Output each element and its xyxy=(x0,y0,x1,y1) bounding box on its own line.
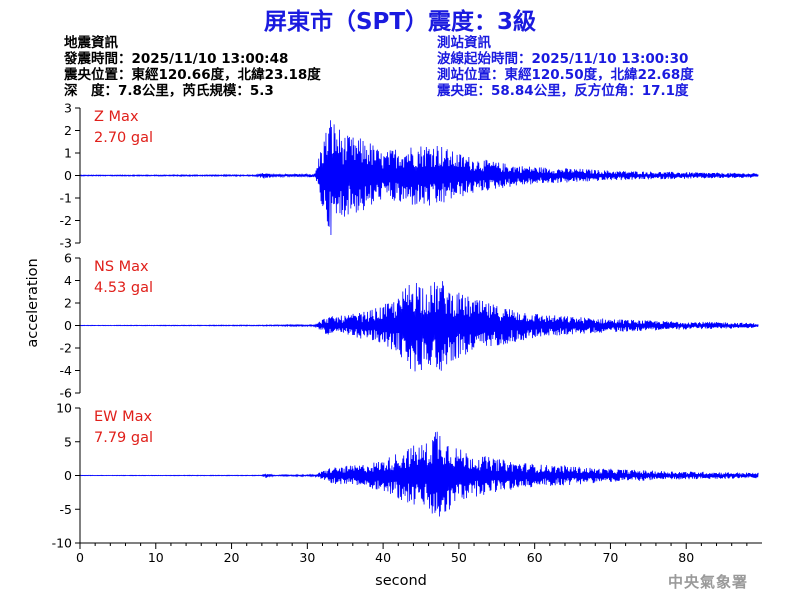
y-tick-label: -6 xyxy=(60,386,73,401)
y-tick-label: 2 xyxy=(64,123,72,138)
y-tick-label: 0 xyxy=(64,318,72,333)
earthquake-info-heading: 地震資訊 xyxy=(64,35,118,51)
trace-ew xyxy=(79,431,759,517)
y-tick-label: -2 xyxy=(60,341,72,356)
station-info-heading: 測站資訊 xyxy=(437,35,491,51)
x-tick-label: 70 xyxy=(602,550,618,565)
wave-start-time: 波線起始時間：2025/11/10 13:00:30 xyxy=(437,51,689,67)
x-tick-label: 10 xyxy=(148,550,164,565)
y-tick-label: -1 xyxy=(60,191,72,206)
x-tick-label: 80 xyxy=(678,550,694,565)
y-tick-label: -5 xyxy=(60,502,72,517)
origin-time: 發震時間：2025/11/10 13:00:48 xyxy=(64,51,289,67)
panel-name-label: NS Max xyxy=(94,259,149,275)
x-axis-title: second xyxy=(375,573,427,589)
y-tick-label: 4 xyxy=(64,273,72,288)
panel-name-label: Z Max xyxy=(94,109,139,125)
epicenter-location: 震央位置：東經120.66度，北緯23.18度 xyxy=(64,67,321,83)
x-tick-label: 50 xyxy=(451,550,467,565)
y-tick-label: 0 xyxy=(64,468,72,483)
x-tick-label: 40 xyxy=(375,550,391,565)
x-tick-label: 60 xyxy=(527,550,543,565)
epicentral-distance: 震央距：58.84公里，反方位角：17.1度 xyxy=(437,83,689,99)
x-tick-label: 20 xyxy=(224,550,240,565)
panel-max-label: 2.70 gal xyxy=(94,130,153,146)
y-tick-label: 10 xyxy=(56,401,72,416)
panel-name-label: EW Max xyxy=(94,409,153,425)
panel-max-label: 4.53 gal xyxy=(94,280,153,296)
depth-magnitude: 深 度：7.8公里，芮氏規模：5.3 xyxy=(64,83,274,99)
panel-max-label: 7.79 gal xyxy=(94,430,153,446)
page-title: 屏東市（SPT）震度：3級 xyxy=(263,9,537,35)
earthquake-info: 地震資訊 發震時間：2025/11/10 13:00:48 震央位置：東經120… xyxy=(64,35,321,99)
trace-ns xyxy=(79,281,759,372)
y-tick-label: 0 xyxy=(64,168,72,183)
station-info: 測站資訊 波線起始時間：2025/11/10 13:00:30 測站位置：東經1… xyxy=(437,35,694,99)
y-tick-label: 6 xyxy=(64,251,72,266)
y-tick-label: -10 xyxy=(52,536,72,551)
y-tick-label: 3 xyxy=(64,101,72,116)
y-tick-label: 1 xyxy=(64,146,72,161)
y-tick-label: -3 xyxy=(60,236,72,251)
station-location: 測站位置：東經120.50度，北緯22.68度 xyxy=(437,67,694,83)
y-tick-label: 5 xyxy=(64,434,72,449)
y-tick-label: -4 xyxy=(60,363,73,378)
y-axis-title: acceleration xyxy=(25,258,41,347)
x-tick-label: 0 xyxy=(76,550,84,565)
x-tick-label: 30 xyxy=(299,550,315,565)
y-tick-label: 2 xyxy=(64,296,72,311)
y-tick-label: -2 xyxy=(60,213,72,228)
agency-watermark: 中央氣象署 xyxy=(667,573,748,591)
trace-z xyxy=(79,120,759,235)
